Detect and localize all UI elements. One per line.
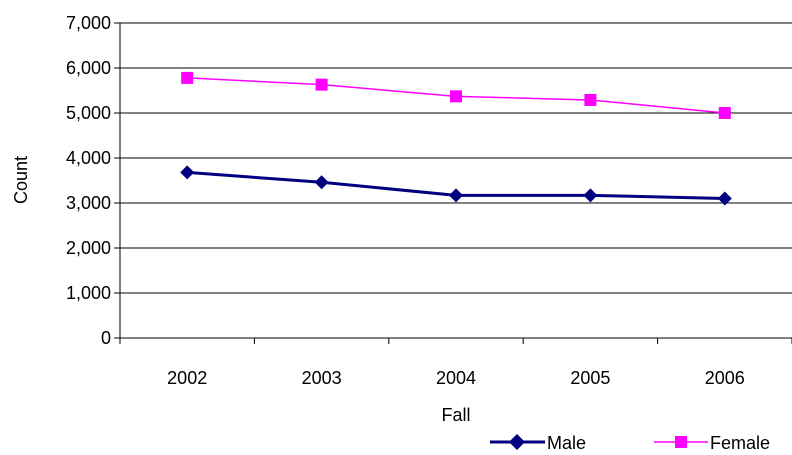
data-point-female [718,107,731,119]
x-axis-ticks: 2002 2003 2004 2005 2006 [119,338,792,388]
y-tick-label: 0 [101,328,111,348]
data-point-female [584,93,597,106]
x-tick-label: 2003 [302,368,342,388]
x-tick-label: 2005 [570,368,610,388]
series-layer [180,71,732,206]
data-point-male [717,191,732,206]
legend-item-female: Female [654,433,770,453]
gridlines [120,22,792,294]
y-tick-label: 2,000 [66,238,111,258]
y-axis-title: Count [11,156,31,204]
data-point-female [181,71,194,84]
legend-label-female: Female [710,433,770,453]
legend-marker-male-diamond-icon [509,434,525,450]
y-tick-label: 1,000 [66,283,111,303]
legend-label-male: Male [547,433,586,453]
data-point-male [449,188,463,203]
legend-marker-female-square-icon [675,436,687,448]
y-tick-label: 4,000 [66,148,111,168]
data-point-male [180,165,195,180]
x-tick-label: 2002 [167,368,207,388]
x-tick-label: 2004 [436,368,476,388]
x-tick-label: 2006 [705,368,745,388]
y-tick-label: 7,000 [66,13,111,33]
y-tick-label: 5,000 [66,103,111,123]
legend: Male Female [490,433,770,453]
y-tick-label: 6,000 [66,58,111,78]
y-tick-label: 3,000 [66,193,111,213]
x-axis-title: Fall [441,405,470,425]
data-point-male [314,175,329,190]
legend-item-male: Male [490,433,586,453]
data-point-female [315,78,328,91]
y-axis-ticks: 0 1,000 2,000 3,000 4,000 5,000 6,000 7,000 [66,13,120,348]
data-point-female [450,90,462,103]
data-point-male [583,188,598,203]
